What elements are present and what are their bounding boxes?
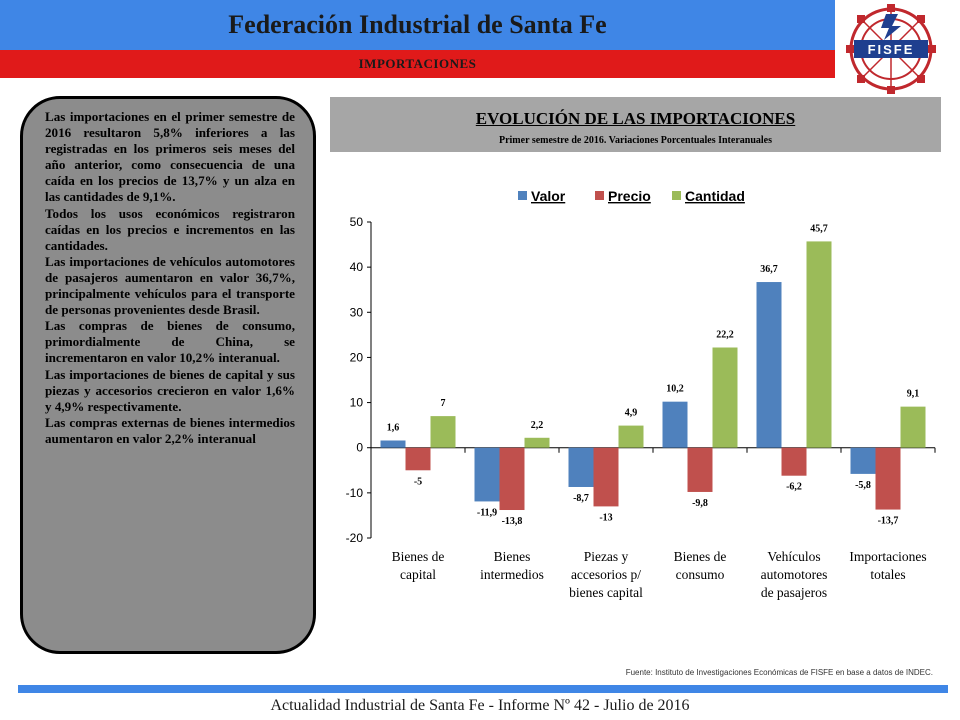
source-note: Fuente: Instituto de Investigaciones Eco… bbox=[625, 668, 933, 677]
category-label: de pasajeros bbox=[761, 585, 827, 600]
section-title: IMPORTACIONES bbox=[358, 56, 477, 71]
y-tick-label: 40 bbox=[350, 260, 364, 274]
summary-paragraph: Las importaciones de vehículos automotor… bbox=[45, 253, 295, 318]
bar-cantidad bbox=[430, 416, 456, 448]
legend-swatch bbox=[518, 191, 527, 200]
bar-cantidad bbox=[900, 406, 926, 448]
category-label: consumo bbox=[676, 567, 725, 582]
category-label: capital bbox=[400, 567, 436, 582]
category-label: Bienes bbox=[494, 549, 531, 564]
data-label: 36,7 bbox=[760, 264, 778, 275]
category-label: Bienes de bbox=[392, 549, 445, 564]
bar-valor bbox=[756, 282, 782, 448]
data-label: 1,6 bbox=[387, 422, 400, 433]
summary-paragraph: Todos los usos económicos registraron ca… bbox=[45, 205, 295, 253]
data-label: -8,7 bbox=[573, 493, 589, 504]
y-tick-label: 20 bbox=[350, 350, 364, 364]
summary-paragraph: Las compras externas de bienes intermedi… bbox=[45, 414, 295, 446]
bar-valor bbox=[850, 447, 876, 474]
data-label: -6,2 bbox=[786, 482, 802, 493]
bar-precio bbox=[405, 447, 431, 471]
summary-textbox: Las importaciones en el primer semestre … bbox=[20, 96, 316, 654]
bar-cantidad bbox=[806, 241, 832, 448]
imports-bar-chart: -20 -10 0 10 20 30 40 50 1,6 -11,9 -8,7 10,2 36,7 -5,… bbox=[346, 188, 936, 600]
y-tick-label: 0 bbox=[356, 441, 363, 455]
bar-precio bbox=[687, 447, 713, 492]
summary-paragraph: Las importaciones de bienes de capital y… bbox=[45, 366, 295, 414]
bar-valor bbox=[662, 401, 688, 448]
legend-label: Valor bbox=[531, 188, 566, 204]
data-label: -5 bbox=[414, 476, 422, 487]
data-label: 22,2 bbox=[716, 329, 734, 340]
chart-subtitle: Primer semestre de 2016. Variaciones Por… bbox=[498, 135, 772, 146]
data-label: 9,1 bbox=[907, 389, 920, 400]
data-label: -11,9 bbox=[477, 507, 497, 518]
y-tick-label: -20 bbox=[346, 531, 364, 545]
fisfe-logo: FISFE bbox=[846, 4, 936, 94]
legend-swatch bbox=[672, 191, 681, 200]
y-tick-label: -10 bbox=[346, 486, 364, 500]
page-title: Federación Industrial de Santa Fe bbox=[228, 10, 607, 39]
y-tick-label: 50 bbox=[350, 215, 364, 229]
data-label: 7 bbox=[441, 398, 446, 409]
category-label: Piezas y bbox=[584, 549, 629, 564]
header-band bbox=[0, 0, 835, 50]
data-label: 2,2 bbox=[531, 420, 544, 431]
summary-text: Las importaciones en el primer semestre … bbox=[45, 109, 295, 447]
data-label: -13,8 bbox=[502, 516, 523, 527]
y-tick-label: 10 bbox=[350, 396, 364, 410]
legend-label: Cantidad bbox=[685, 188, 745, 204]
category-label: Bienes de bbox=[674, 549, 727, 564]
bar-valor bbox=[568, 447, 594, 487]
y-tick-label: 30 bbox=[350, 305, 364, 319]
data-label: -9,8 bbox=[692, 498, 708, 509]
data-label: -13 bbox=[599, 512, 612, 523]
category-label: Vehículos bbox=[767, 549, 820, 564]
legend-label: Precio bbox=[608, 188, 651, 204]
summary-paragraph: Las compras de bienes de consumo, primor… bbox=[45, 318, 295, 366]
category-label: bienes capital bbox=[569, 585, 643, 600]
legend-swatch bbox=[595, 191, 604, 200]
subheader-band bbox=[0, 50, 835, 78]
chart-title: EVOLUCIÓN DE LAS IMPORTACIONES bbox=[475, 109, 796, 128]
bar-precio bbox=[875, 447, 901, 510]
bar-precio bbox=[781, 447, 807, 476]
bar-cantidad bbox=[524, 437, 550, 448]
category-label: intermedios bbox=[480, 567, 544, 582]
logo-text: FISFE bbox=[868, 42, 915, 57]
footer-band bbox=[18, 685, 948, 693]
data-label: 4,9 bbox=[625, 408, 638, 419]
chart-header: EVOLUCIÓN DE LAS IMPORTACIONES Primer se… bbox=[330, 97, 941, 152]
bar-precio bbox=[499, 447, 525, 511]
footer-text: Actualidad Industrial de Santa Fe - Info… bbox=[270, 697, 690, 714]
bar-valor bbox=[380, 440, 406, 448]
bar-cantidad bbox=[712, 347, 738, 448]
data-label: -5,8 bbox=[855, 480, 871, 491]
bar-valor bbox=[474, 447, 500, 502]
data-label: 45,7 bbox=[810, 223, 828, 234]
category-label: totales bbox=[870, 567, 905, 582]
summary-paragraph: Las importaciones en el primer semestre … bbox=[45, 109, 295, 205]
data-label: -13,7 bbox=[878, 516, 899, 527]
data-label: 10,2 bbox=[666, 384, 684, 395]
category-label: Importaciones bbox=[849, 549, 926, 564]
bar-precio bbox=[593, 447, 619, 507]
bar-cantidad bbox=[618, 425, 644, 448]
category-label: automotores bbox=[761, 567, 828, 582]
category-label: accesorios p/ bbox=[571, 567, 641, 582]
